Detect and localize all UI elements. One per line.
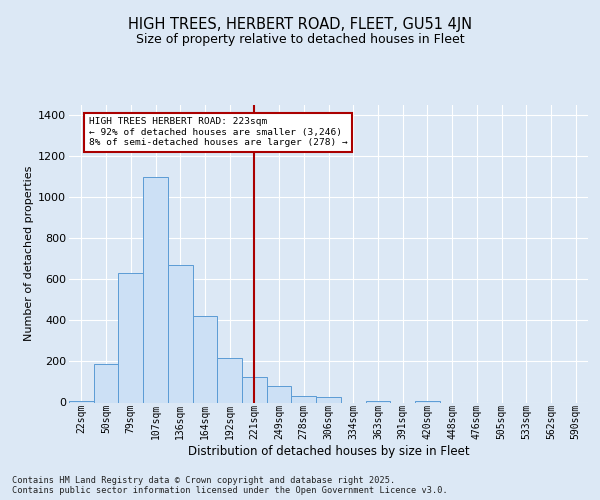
Bar xyxy=(193,316,217,402)
X-axis label: Distribution of detached houses by size in Fleet: Distribution of detached houses by size … xyxy=(188,444,469,458)
Bar xyxy=(118,273,143,402)
Bar xyxy=(292,396,316,402)
Bar xyxy=(242,377,267,402)
Bar xyxy=(217,358,242,403)
Bar xyxy=(267,386,292,402)
Bar xyxy=(168,265,193,402)
Text: Size of property relative to detached houses in Fleet: Size of property relative to detached ho… xyxy=(136,34,464,46)
Text: Contains HM Land Registry data © Crown copyright and database right 2025.
Contai: Contains HM Land Registry data © Crown c… xyxy=(12,476,448,495)
Text: HIGH TREES, HERBERT ROAD, FLEET, GU51 4JN: HIGH TREES, HERBERT ROAD, FLEET, GU51 4J… xyxy=(128,18,472,32)
Bar xyxy=(143,177,168,402)
Text: HIGH TREES HERBERT ROAD: 223sqm
← 92% of detached houses are smaller (3,246)
8% : HIGH TREES HERBERT ROAD: 223sqm ← 92% of… xyxy=(89,118,347,147)
Bar xyxy=(316,398,341,402)
Y-axis label: Number of detached properties: Number of detached properties xyxy=(24,166,34,342)
Bar xyxy=(94,364,118,403)
